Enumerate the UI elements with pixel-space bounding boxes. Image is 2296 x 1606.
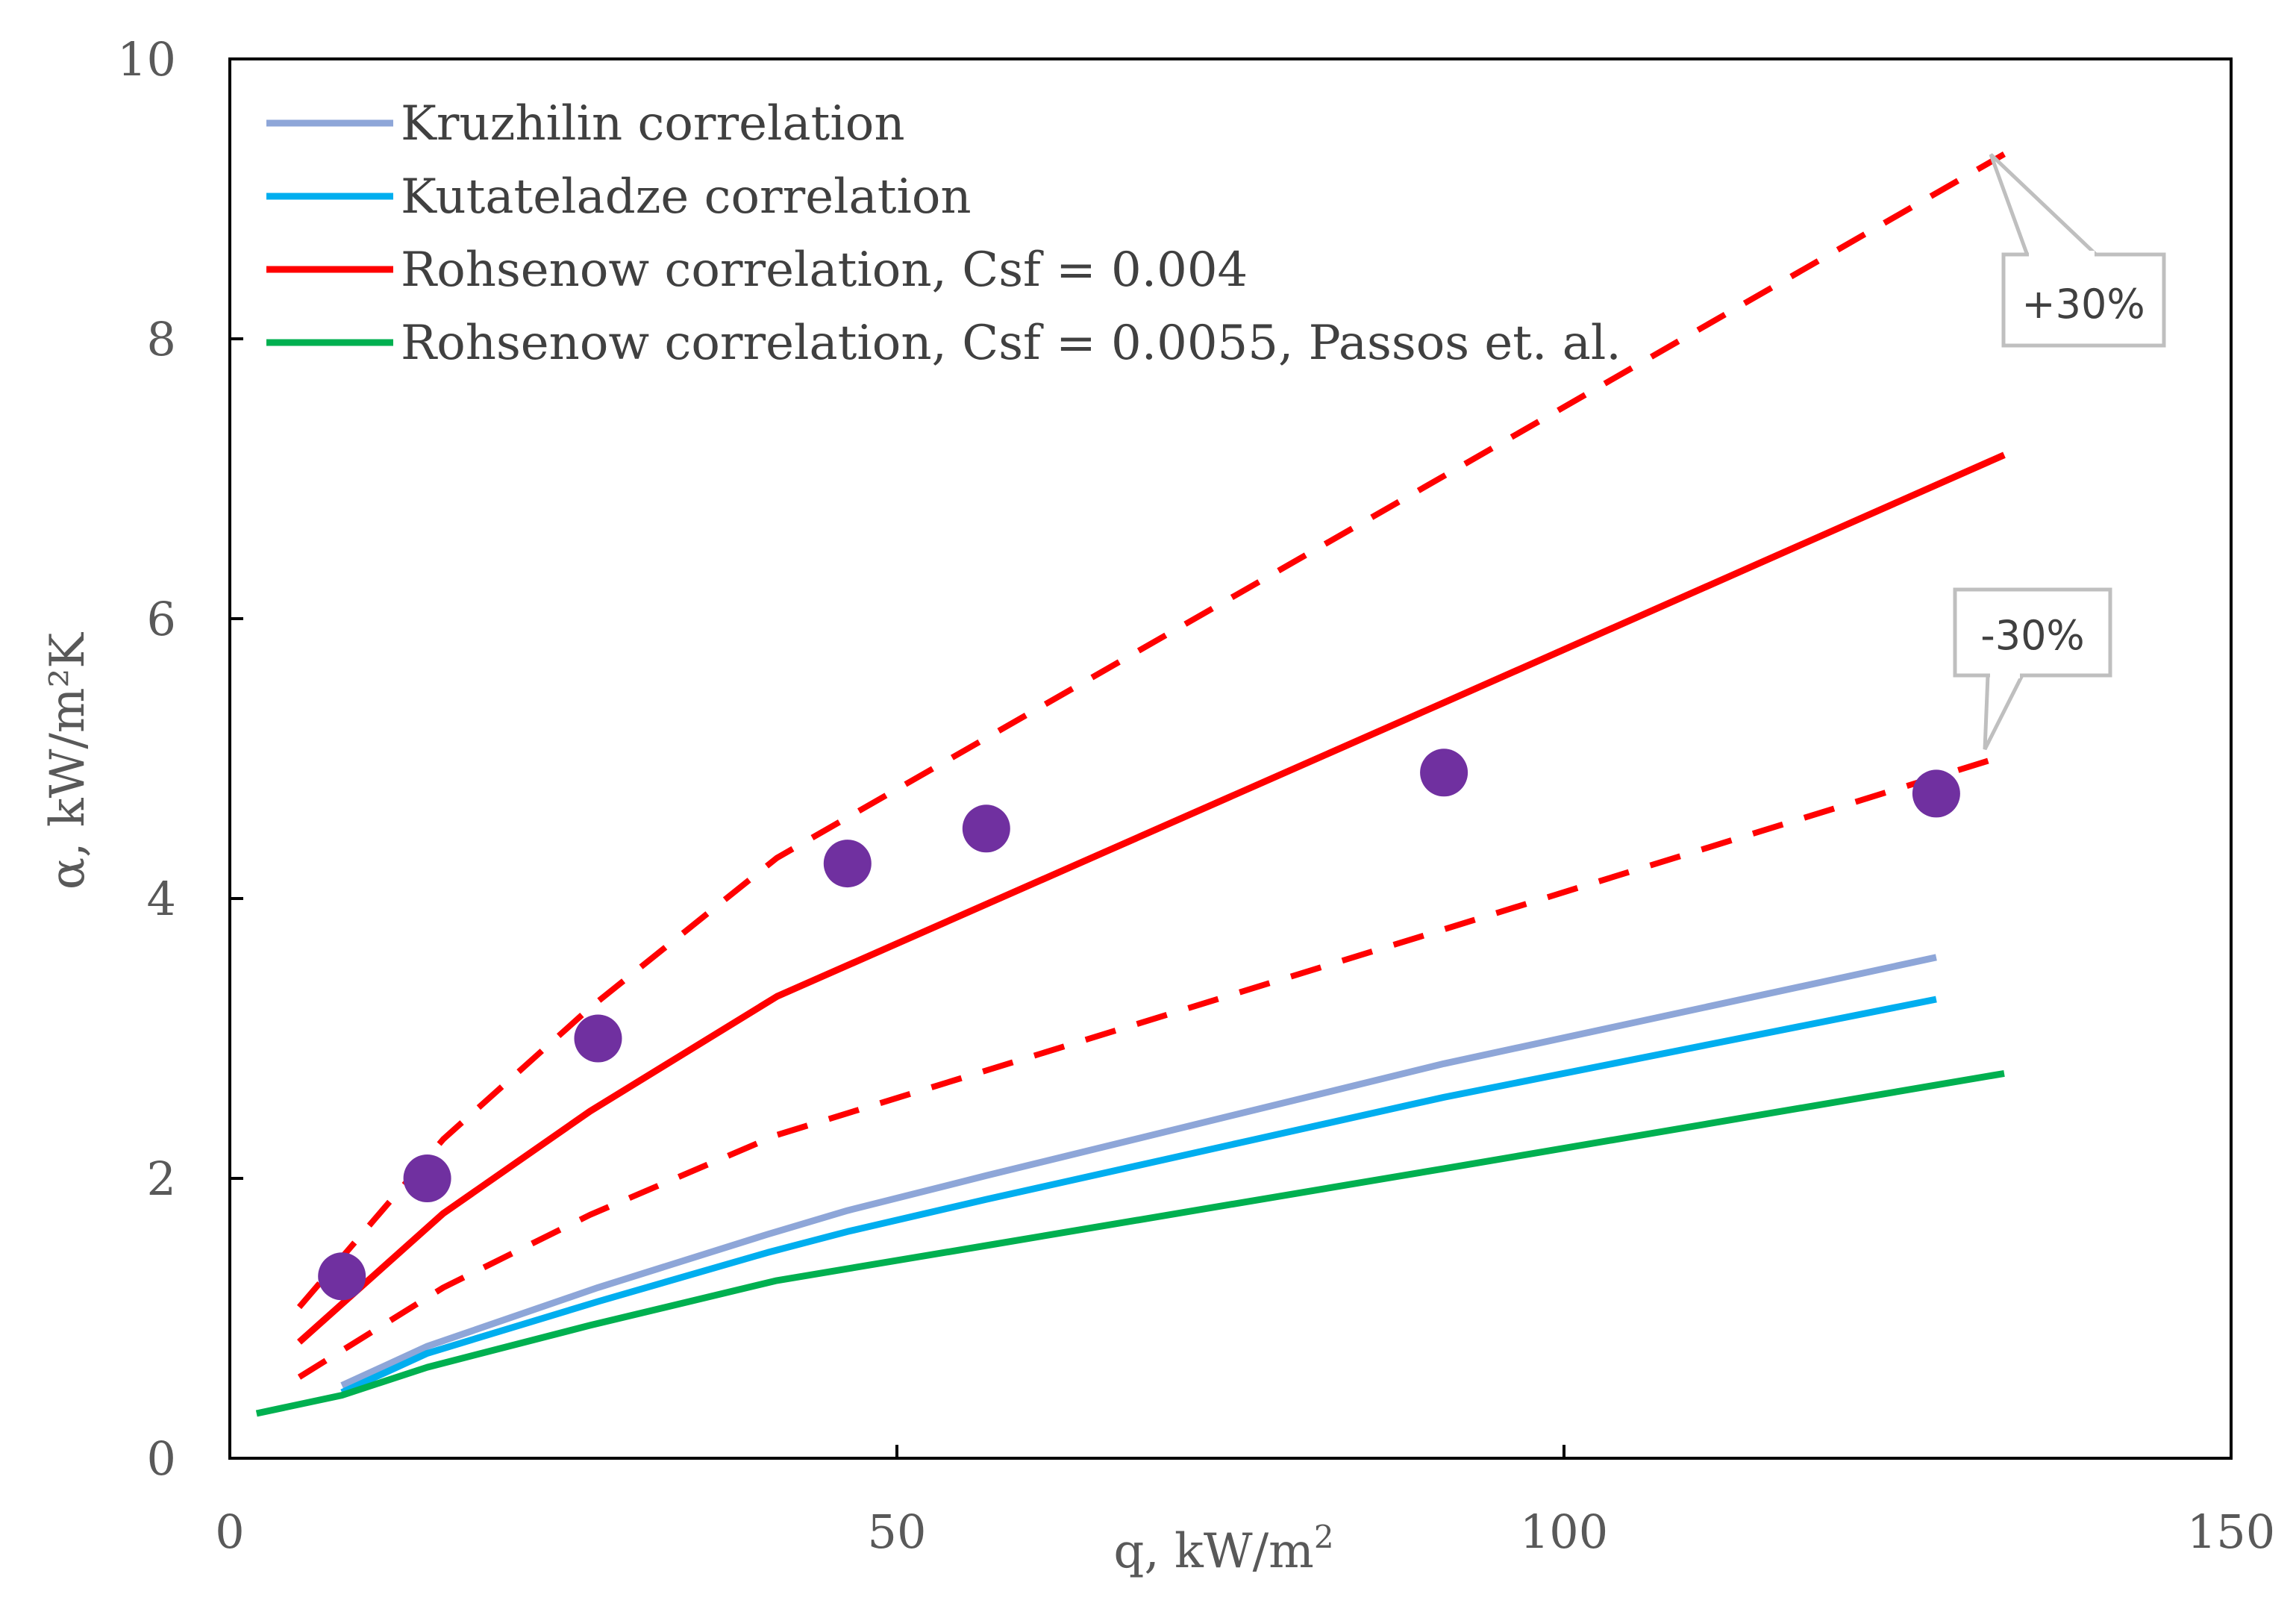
y-tick-label-4: 8: [147, 312, 176, 366]
legend: Kruzhilin correlation Kutateladze correla…: [266, 96, 1621, 371]
callout-plus30: +30%: [1989, 153, 2166, 348]
x-axis-title-main: q, kW/m: [1113, 1524, 1313, 1579]
callout-plus30-text: +30%: [2021, 281, 2145, 328]
legend-label-1: Kutateladze correlation: [401, 169, 972, 225]
y-tick-label-2: 4: [147, 872, 176, 926]
y-axis-title: α, kW/m²K: [40, 632, 96, 890]
series-line-3: [255, 1069, 2005, 1417]
data-point-5: [1420, 749, 1468, 797]
legend-label-0: Kruzhilin correlation: [401, 96, 905, 151]
callout-minus30-box: [1953, 587, 2112, 751]
series-line-1: [340, 996, 1937, 1396]
data-point-4: [962, 804, 1010, 853]
data-point-6: [1912, 769, 1960, 818]
callout-plus30-mask: [2029, 251, 2095, 257]
series-line-0: [340, 954, 1937, 1389]
x-tick-label-1: 50: [868, 1505, 927, 1559]
callouts: +30% -30%: [1953, 153, 2166, 751]
series-line-5: [297, 752, 2006, 1380]
data-point-2: [574, 1014, 622, 1063]
y-tick-label-3: 6: [147, 592, 176, 646]
x-axis-title: q, kW/m2: [1113, 1519, 1333, 1579]
callout-minus30-mask: [1990, 672, 2020, 678]
callout-plus30-box: [1989, 153, 2166, 348]
axis-layer: 0 50 100 150 0 2 4 6 8 10: [117, 32, 2275, 1559]
x-tick-label-0: 0: [215, 1505, 244, 1559]
y-tick-label-1: 2: [147, 1152, 176, 1206]
data-point-3: [823, 840, 872, 888]
series-line-2: [297, 452, 2006, 1345]
y-tick-label-5: 10: [117, 32, 176, 87]
plot-area-border: [228, 57, 2233, 1460]
legend-label-3: Rohsenow correlation, Csf = 0.0055, Pass…: [401, 316, 1621, 371]
callout-minus30-text: -30%: [1980, 612, 2085, 659]
x-tick-label-2: 100: [1520, 1505, 1608, 1559]
callout-minus30: -30%: [1953, 587, 2112, 751]
scatter-layer: [318, 749, 1960, 1301]
data-point-1: [403, 1154, 451, 1202]
data-point-0: [318, 1252, 366, 1301]
x-axis-title-sup: 2: [1314, 1519, 1334, 1555]
legend-label-2: Rohsenow correlation, Csf = 0.004: [401, 243, 1248, 298]
x-tick-label-3: 150: [2187, 1505, 2275, 1559]
y-tick-label-0: 0: [147, 1431, 176, 1486]
series-layer: [255, 151, 2006, 1417]
